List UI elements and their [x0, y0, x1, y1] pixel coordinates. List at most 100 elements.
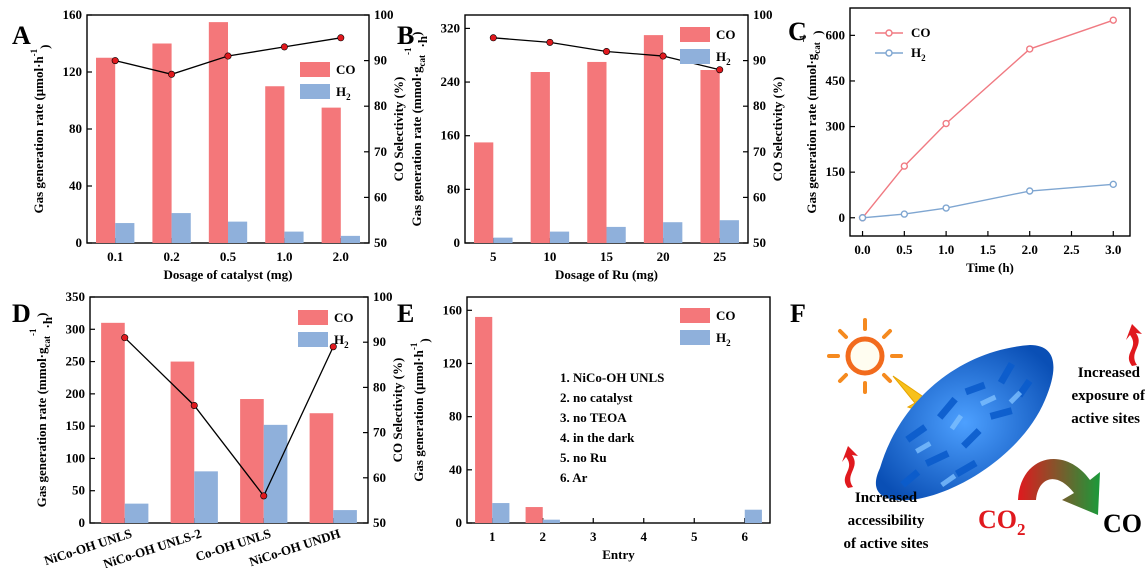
- y2-tick-label: 70: [373, 425, 386, 440]
- exposure-line-2: exposure of: [1072, 388, 1145, 404]
- co-bar: [152, 43, 172, 243]
- y2-tick-label: 100: [374, 7, 394, 22]
- selectivity-point: [329, 343, 337, 351]
- x-axis-label: Dosage of Ru (mg): [555, 267, 658, 282]
- h2-bar: [719, 220, 739, 243]
- y-tick-label: 160: [441, 128, 461, 143]
- series-point: [942, 119, 950, 128]
- y-tick-label: 600: [826, 27, 846, 42]
- h2-bar: [492, 503, 510, 523]
- selectivity-point: [489, 34, 497, 42]
- entry-note: 4. in the dark: [560, 430, 635, 445]
- x-tick-label: 0.5: [896, 242, 913, 257]
- legend-h2-swatch: [300, 84, 330, 99]
- x-tick-label: 5: [490, 249, 497, 264]
- selectivity-point: [168, 70, 176, 78]
- y2-tick-label: 90: [374, 53, 387, 68]
- x-tick-label: 6: [742, 529, 749, 544]
- co2-label: CO2: [978, 505, 1026, 539]
- panel-label-c: C: [788, 17, 807, 46]
- y2-tick-label: 90: [373, 334, 386, 349]
- y-tick-label: 300: [66, 321, 86, 336]
- x-tick-label: 2: [540, 529, 547, 544]
- legend-h2-label: H2: [336, 84, 351, 102]
- conversion-arrow-icon: [1018, 458, 1100, 515]
- y2-tick-label: 60: [374, 189, 387, 204]
- entry-note: 2. no catalyst: [560, 390, 633, 405]
- h2-bar: [284, 231, 304, 243]
- exposure-line-3: active sites: [1071, 411, 1140, 427]
- y-axis-label: Gas generation rate (μmol·h-1): [29, 44, 52, 213]
- x-tick-label: 10: [543, 249, 556, 264]
- y-tick-label: 240: [441, 74, 461, 89]
- y2-axis-label: CO Selectivity (%): [391, 77, 406, 182]
- x-tick-label: 0.5: [220, 249, 237, 264]
- access-line-2: accessibility: [848, 513, 925, 529]
- h2-bar: [228, 221, 248, 243]
- x-tick-label: 4: [641, 529, 648, 544]
- co-product-label: CO: [1103, 509, 1142, 538]
- entry-note: 5. no Ru: [560, 450, 607, 465]
- legend-co-swatch: [680, 27, 710, 42]
- y-tick-label: 160: [443, 302, 463, 317]
- x-tick-label: 3.0: [1105, 242, 1121, 257]
- x-tick-label: 0.1: [107, 249, 123, 264]
- co-bar: [170, 361, 195, 523]
- selectivity-point: [337, 34, 345, 42]
- y2-tick-label: 50: [373, 515, 386, 530]
- y2-axis-label: CO Selectivity (%): [390, 358, 405, 463]
- co-bar: [474, 142, 494, 243]
- y2-tick-label: 80: [753, 98, 766, 113]
- legend-h2-label: H2: [911, 45, 926, 63]
- series-point: [900, 162, 909, 170]
- panel-e: E 0 40 80 120 160 Gas generation (μmol·h-1) 1 2 3…: [397, 296, 771, 562]
- x-tick-label: 1.0: [938, 242, 954, 257]
- y2-tick-label: 50: [374, 235, 387, 250]
- selectivity-point: [260, 492, 268, 500]
- access-line-3: of active sites: [844, 536, 929, 552]
- co-bar: [475, 316, 493, 523]
- x-tick-label: 5: [691, 529, 698, 544]
- selectivity-point: [224, 52, 232, 60]
- co-bar: [525, 507, 543, 523]
- x-tick-label: 15: [600, 249, 614, 264]
- y-axis-label: Gas generation rate (mmol·gcat-1): [798, 30, 825, 213]
- exposure-text: Increased exposure of active sites: [1071, 365, 1145, 427]
- selectivity-point: [546, 38, 554, 46]
- x-tick-label: 1: [489, 529, 496, 544]
- red-arrow-icon: [842, 446, 858, 488]
- red-arrow-icon-2: [1126, 324, 1142, 366]
- y-tick-label: 0: [456, 515, 463, 530]
- y-axis-label: Gas generation rate (mmol·gcat-1·h): [403, 32, 430, 227]
- co-bar: [101, 322, 125, 523]
- y-tick-label: 320: [441, 20, 461, 35]
- entry-note: 1. NiCo-OH UNLS: [560, 370, 664, 385]
- h2-bar: [542, 519, 560, 523]
- legend-co-marker: [885, 29, 893, 37]
- h2-bar: [263, 424, 288, 523]
- legend-h2-swatch: [298, 332, 328, 347]
- legend-h2-label: H2: [716, 330, 731, 348]
- series-point: [942, 204, 950, 212]
- h2-bar: [606, 226, 626, 243]
- h2-bar: [333, 510, 357, 523]
- x-tick-label: 2.0: [1022, 242, 1038, 257]
- y-tick-label: 80: [69, 121, 82, 136]
- y-tick-label: 300: [826, 119, 846, 134]
- h2-bar: [124, 503, 149, 523]
- series-point: [1109, 180, 1117, 189]
- y2-axis-label: CO Selectivity (%): [770, 77, 785, 182]
- entry-note: 6. Ar: [560, 470, 588, 485]
- y2-tick-label: 50: [753, 235, 766, 250]
- legend-h2-label: H2: [716, 49, 731, 67]
- selectivity-line: [124, 337, 334, 498]
- x-tick-label: 2.0: [333, 249, 349, 264]
- x-axis-label: Dosage of catalyst (mg): [164, 267, 293, 282]
- selectivity-point: [111, 57, 119, 65]
- y-tick-label: 150: [66, 418, 86, 433]
- h2-bar: [549, 231, 570, 243]
- h2-bar: [493, 237, 513, 243]
- y-tick-label: 80: [449, 409, 462, 424]
- y2-tick-label: 70: [753, 144, 766, 159]
